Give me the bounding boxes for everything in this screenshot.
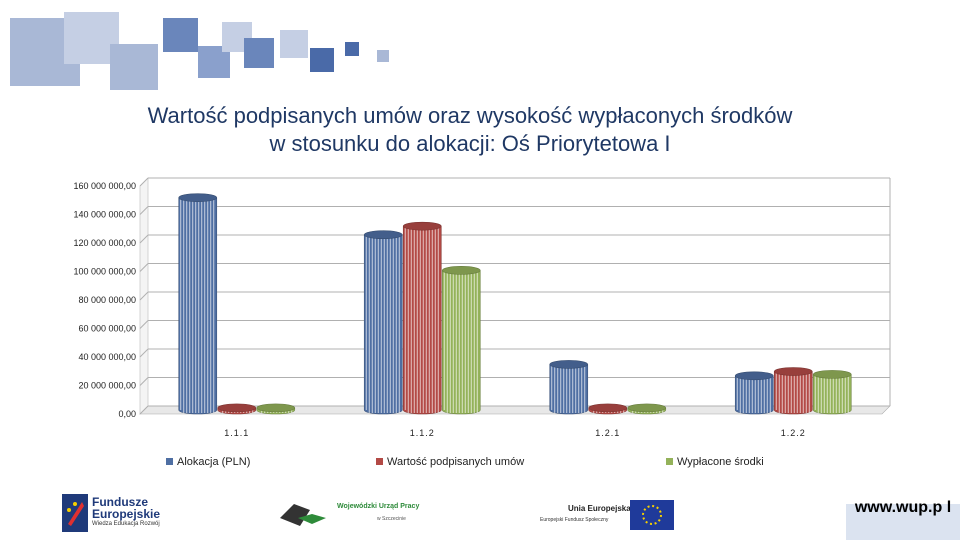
x-tick-label: 1.1.2 (410, 428, 435, 438)
logo-right-sub: Europejski Fundusz Społeczny (540, 517, 609, 523)
gridline-diag (139, 291, 149, 301)
bar-top (441, 266, 481, 275)
y-tick-label: 80 000 000,00 (78, 295, 136, 305)
bar (549, 364, 589, 415)
legend-swatch (666, 458, 673, 465)
decor-square (110, 44, 158, 90)
y-tick-label: 0,00 (118, 409, 136, 419)
legend-label: Alokacja (PLN) (177, 456, 250, 468)
y-tick-label: 140 000 000,00 (73, 210, 136, 220)
decor-square (377, 50, 389, 62)
gridline-diag (139, 263, 149, 272)
chart-title-line-1: Wartość podpisanych umów oraz wysokość w… (147, 103, 793, 128)
bar-top (402, 221, 442, 231)
y-tick-label: 60 000 000,00 (78, 324, 136, 334)
x-tick-label: 1.2.2 (781, 428, 806, 438)
gridline-diag (139, 377, 149, 386)
bar-top (178, 193, 218, 202)
logo-mid-sub: w Szczecinie (377, 516, 406, 522)
y-tick-label: 100 000 000,00 (73, 267, 136, 277)
bar-top (812, 370, 852, 379)
legend-label: Wartość podpisanych umów (387, 456, 524, 468)
decor-square (244, 38, 274, 68)
fundusze-europejskie-logo-icon (62, 494, 88, 532)
y-tick-label: 40 000 000,00 (78, 352, 136, 362)
logo-left-sub: Wiedza Edukacja Rozwój (92, 521, 160, 527)
x-tick-label: 1.2.1 (595, 428, 620, 438)
logo-mid-title: Wojewódzki Urząd Pracy (337, 503, 420, 510)
decor-square (64, 12, 119, 64)
bar (734, 375, 774, 415)
gridline-diag (139, 234, 149, 244)
bar (441, 270, 481, 415)
logo-left-title: Fundusze Europejskie (92, 495, 161, 521)
y-tick-label: 20 000 000,00 (78, 381, 136, 391)
gridline-diag (139, 405, 149, 415)
bar-top (217, 403, 257, 413)
bar-top (588, 403, 628, 413)
gridline-diag (139, 177, 149, 187)
bar-top (627, 403, 667, 413)
website-url[interactable]: www.wup.p l (854, 499, 952, 516)
decor-square (310, 48, 334, 72)
y-tick-label: 160 000 000,00 (73, 181, 136, 191)
chart-title: Wartość podpisanych umów oraz wysokość w… (60, 102, 880, 158)
gridline-diag (139, 206, 149, 215)
y-tick-label: 120 000 000,00 (73, 238, 136, 248)
decor-square (345, 42, 359, 56)
x-tick-label: 1.1.1 (224, 428, 249, 438)
eu-flag-icon (630, 500, 674, 530)
decor-square (280, 30, 308, 58)
legend-label: Wypłacone środki (677, 456, 764, 468)
logo-right-title: Unia Europejska (568, 504, 631, 513)
bar-top (773, 367, 813, 376)
legend-swatch (376, 458, 383, 465)
url-box (846, 504, 960, 540)
bar-top (363, 230, 403, 240)
bar (178, 197, 218, 415)
bar-top (549, 360, 589, 369)
legend-swatch (166, 458, 173, 465)
chart-title-line-2: w stosunku do alokacji: Oś Priorytetowa … (269, 131, 671, 156)
bar-top (734, 371, 774, 381)
bar (812, 374, 852, 415)
wup-logo-icon (280, 504, 326, 526)
bar (363, 234, 403, 415)
gridline-diag (139, 320, 149, 329)
decor-square (163, 18, 198, 52)
gridline-diag (139, 348, 149, 358)
bar-top (256, 403, 296, 413)
bar (773, 371, 813, 415)
bar (402, 225, 442, 415)
